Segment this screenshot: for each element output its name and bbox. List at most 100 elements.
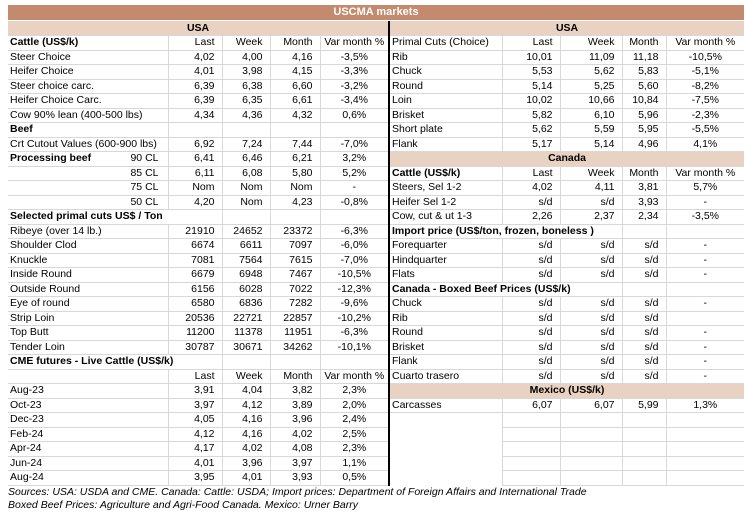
- cell-var-month: -10,2%: [319, 311, 389, 326]
- cell-var-month: -6,0%: [319, 238, 389, 254]
- empty-cell: [319, 354, 389, 370]
- column-header-last: Last: [501, 35, 560, 51]
- cell-month: s/d: [621, 267, 666, 283]
- cell-month: 4,96: [621, 137, 666, 152]
- cell-week: 4,02: [221, 441, 270, 457]
- empty-cell: [501, 441, 560, 457]
- row-label: Hindquarter: [390, 253, 502, 268]
- empty-cell: [390, 413, 502, 428]
- right-table: USA Primal Cuts (Choice) Last Week Month Var …: [390, 21, 745, 486]
- table-row: Steers, Sel 1-2 4,02 4,11 3,81 5,7%: [390, 180, 745, 196]
- empty-cell: [665, 282, 745, 297]
- cell-week: 6948: [221, 267, 270, 283]
- table-row: Eye of round 6580 6836 7282 -9,6%: [8, 296, 389, 312]
- cell-month: s/d: [621, 253, 666, 268]
- empty-cell: [501, 427, 560, 442]
- section-title: CME futures - Live Cattle (US$/k): [8, 354, 222, 370]
- cell-var-month: -3,2%: [319, 79, 389, 94]
- table-row: Tender Loin 30787 30671 34262 -10,1%: [8, 340, 389, 355]
- section-header-row: Beef: [8, 122, 389, 138]
- cell-last: s/d: [501, 195, 560, 210]
- cell-last: 6,39: [167, 79, 222, 94]
- cell-var-month: -10,5%: [665, 50, 745, 65]
- row-label: Aug-23: [8, 383, 168, 399]
- row-label: Steers, Sel 1-2: [390, 180, 502, 196]
- row-label: Oct-23: [8, 398, 168, 413]
- cell-last: 5,82: [501, 108, 560, 123]
- row-label: Chuck: [390, 64, 502, 80]
- row-label: Apr-24: [8, 441, 168, 457]
- cell-week: s/d: [559, 311, 622, 326]
- row-label: 85 CL: [8, 166, 168, 181]
- cell-last: s/d: [501, 267, 560, 283]
- cell-var-month: -: [665, 340, 745, 355]
- cell-week: 30671: [221, 340, 270, 355]
- region-band-row: Canada: [390, 151, 745, 167]
- row-label: Tender Loin: [8, 340, 168, 355]
- cell-last: 10,01: [501, 50, 560, 65]
- cell-last: 10,02: [501, 93, 560, 109]
- empty-cell: [501, 456, 560, 471]
- row-label: Heifer Choice: [8, 64, 168, 80]
- cell-week: 7564: [221, 253, 270, 268]
- table-row: Carcasses 6,07 6,07 5,99 1,3%: [390, 398, 745, 413]
- row-label: Steer choice carc.: [8, 79, 168, 94]
- cell-last: 7081: [167, 253, 222, 268]
- row-label: Crt Cutout Values (600-900 lbs): [8, 137, 168, 152]
- cell-last: 6679: [167, 267, 222, 283]
- section-title: Selected primal cuts US$ / Ton: [8, 209, 222, 225]
- cell-month: 34262: [269, 340, 320, 355]
- cell-var-month: 3,2%: [319, 151, 389, 167]
- row-label: Heifer Choice Carc.: [8, 93, 168, 109]
- cell-var-month: -0,8%: [319, 195, 389, 210]
- cell-month: 3,96: [269, 412, 320, 428]
- empty-cell: [501, 412, 560, 428]
- empty-cell: [167, 122, 222, 138]
- empty-cell: [559, 470, 622, 486]
- row-label: Brisket: [390, 340, 502, 355]
- cell-week: 6,07: [559, 398, 622, 413]
- table-row: Crt Cutout Values (600-900 lbs) 6,92 7,24 7…: [8, 137, 389, 152]
- table-row: Short plate 5,62 5,59 5,95 -5,5%: [390, 122, 745, 138]
- table-row: Cow, cut & ut 1-3 2,26 2,37 2,34 -3,5%: [390, 209, 745, 225]
- cell-last: 4,17: [167, 441, 222, 457]
- cell-week: s/d: [559, 325, 622, 341]
- footer-line-1: Sources: USA: USDA and CME. Canada: Catt…: [8, 486, 587, 498]
- row-label: Cuarto trasero: [390, 369, 502, 384]
- cell-week: 6,38: [221, 79, 270, 94]
- empty-cell: [319, 209, 389, 225]
- column-header-var-month-: Var month %: [665, 166, 745, 181]
- cell-month: 6,61: [269, 93, 320, 109]
- cell-week: 4,16: [221, 412, 270, 428]
- cell-week: 22721: [221, 311, 270, 326]
- empty-cell: [221, 354, 270, 370]
- cell-week: 6611: [221, 238, 270, 254]
- cell-var-month: -2,3%: [665, 108, 745, 123]
- cell-week: 11378: [221, 325, 270, 341]
- row-label: Flats: [390, 267, 502, 283]
- table-row: Processing beef 90 CL 6,41 6,46 6,21 3,2%: [8, 151, 389, 167]
- cell-week: s/d: [559, 296, 622, 312]
- cell-var-month: -10,5%: [319, 267, 389, 283]
- cell-week: 6,46: [221, 151, 270, 167]
- row-label: Eye of round: [8, 296, 168, 312]
- cell-last: s/d: [501, 296, 560, 312]
- table-row: Ribeye (over 14 lb.) 21910 24652 23372 -6,3%: [8, 224, 389, 239]
- cell-week: 6,10: [559, 108, 622, 123]
- row-label: Short plate: [390, 122, 502, 138]
- row-label: Chuck: [390, 296, 502, 312]
- empty-cell: [269, 122, 320, 138]
- cell-month: 4,23: [269, 195, 320, 210]
- cell-month: s/d: [621, 340, 666, 355]
- table-row: Outside Round 6156 6028 7022 -12,3%: [8, 282, 389, 297]
- cell-month: 6,60: [269, 79, 320, 94]
- cell-week: 6028: [221, 282, 270, 297]
- section-title: Beef: [8, 122, 168, 138]
- cell-week: 2,37: [559, 209, 622, 225]
- cell-week: s/d: [559, 369, 622, 384]
- column-header-var-month-: Var month %: [319, 35, 389, 51]
- cell-last: 6,11: [167, 166, 222, 181]
- column-header-month: Month: [621, 35, 666, 51]
- column-header-label: [8, 369, 168, 384]
- section-header-row: Import price (US$/ton, frozen, boneless …: [390, 224, 745, 239]
